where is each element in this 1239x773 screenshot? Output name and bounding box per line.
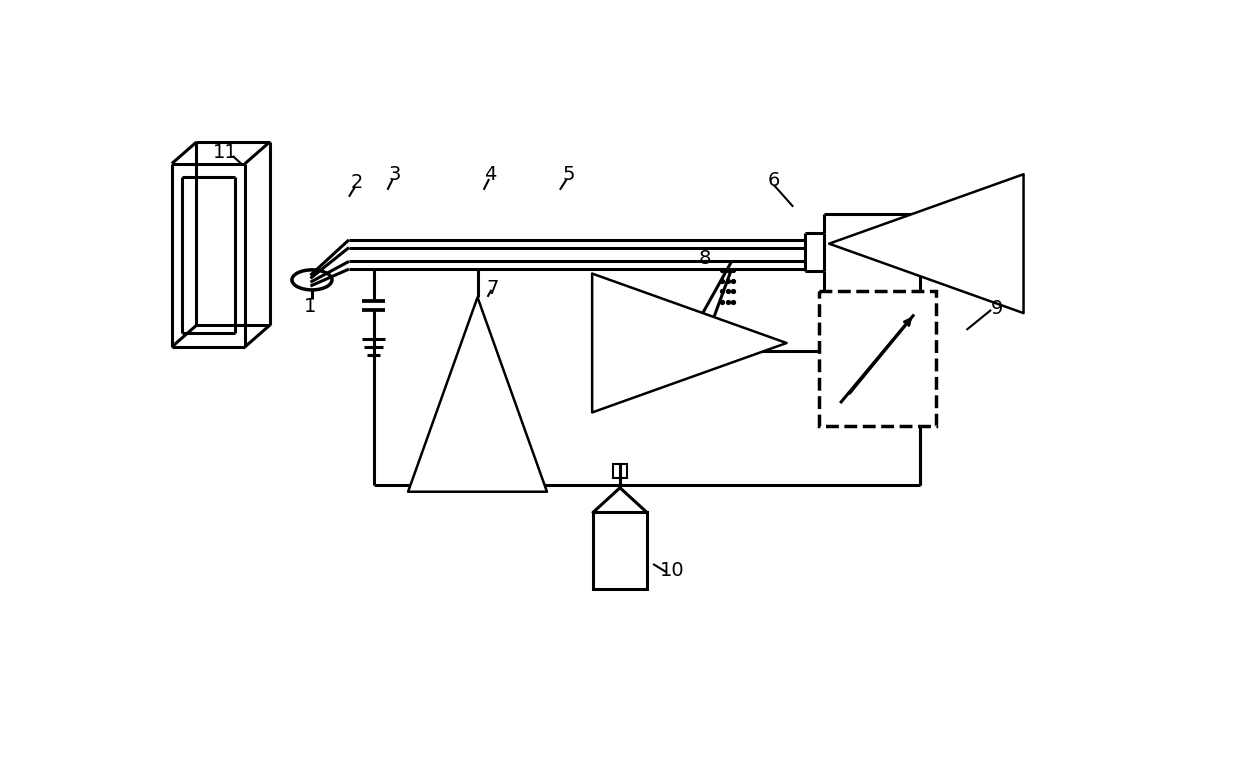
Text: 9: 9 [991, 299, 1004, 318]
Text: 7: 7 [487, 279, 499, 298]
Text: 1: 1 [305, 298, 317, 316]
Text: 5: 5 [563, 165, 575, 184]
Text: 3: 3 [388, 165, 400, 184]
Bar [593, 512, 647, 589]
Text: 10: 10 [660, 560, 685, 580]
Bar [613, 464, 627, 478]
Text: 8: 8 [699, 249, 711, 267]
Text: 2: 2 [351, 172, 363, 192]
Text: 6: 6 [768, 171, 781, 190]
Text: 4: 4 [484, 165, 497, 184]
Text: 11: 11 [213, 143, 238, 162]
Bar [819, 291, 935, 426]
